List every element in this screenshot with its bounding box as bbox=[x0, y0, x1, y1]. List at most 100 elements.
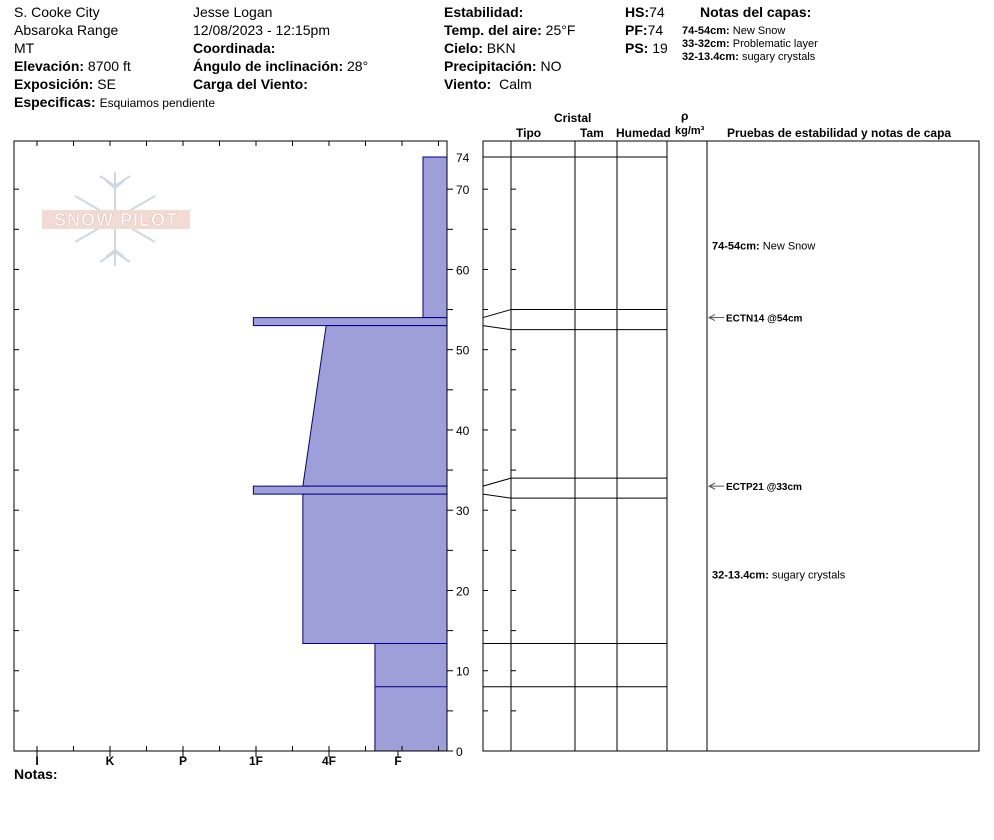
layer-table bbox=[482, 140, 980, 752]
layer-boundary-connector bbox=[482, 493, 512, 499]
depth-tick-label: 10 bbox=[456, 665, 470, 679]
layer-note: 33-32cm: Problematic layer bbox=[682, 38, 818, 51]
specifics-value: Esquiamos pendiente bbox=[99, 96, 216, 110]
hardness-tick-label: P bbox=[179, 754, 187, 768]
hardness-tick-label: K bbox=[106, 754, 115, 768]
depth-tick-label: 50 bbox=[456, 344, 470, 358]
stability-label: Estabilidad: bbox=[444, 4, 524, 20]
depth-tick-label: 70 bbox=[456, 183, 470, 197]
ps-label: PS: bbox=[625, 40, 649, 56]
layer-note: 32-13.4cm: sugary crystals bbox=[682, 51, 815, 64]
crystal-header: Cristal bbox=[554, 111, 592, 125]
specifics-label: Especificas: bbox=[14, 94, 96, 110]
pf: PF:74 bbox=[625, 22, 663, 39]
wind-load-label: Carga del Viento: bbox=[193, 76, 308, 92]
layer-note-text: sugary crystals bbox=[741, 51, 816, 63]
tests-header: Pruebas de estabilidad y notas de capa bbox=[727, 126, 952, 140]
air-temp-label: Temp. del aire: bbox=[444, 22, 542, 38]
hardness-graph-frame: 0 10 20 30 40 50 60 70 74 I K P 1F 4F F bbox=[13, 140, 470, 768]
notes-label: Notas: bbox=[14, 766, 58, 782]
graph-frame bbox=[13, 140, 448, 752]
hardness-layer bbox=[252, 317, 448, 327]
slope-label: Ángulo de inclinación: bbox=[193, 58, 344, 74]
snowpilot-logo: SNOW PILOT bbox=[42, 172, 190, 266]
depth-tick-label: 0 bbox=[456, 745, 463, 759]
wind-value: Calm bbox=[499, 76, 532, 92]
hs-value: 74 bbox=[649, 4, 665, 20]
elevation-value: 8700 ft bbox=[87, 58, 131, 74]
specifics: Especificas: Esquiamos pendiente bbox=[14, 94, 215, 111]
layer-comment: 32-13.4cm: sugary crystals bbox=[712, 569, 846, 581]
ps: PS: 19 bbox=[625, 40, 668, 57]
sky-value: BKN bbox=[486, 40, 516, 56]
hs-label: HS: bbox=[625, 4, 650, 20]
hardness-layer bbox=[422, 156, 448, 319]
hardness-layer bbox=[302, 493, 448, 644]
hardness-tick-label: I bbox=[35, 754, 38, 768]
layer-notes-title: Notas del capas: bbox=[700, 4, 812, 20]
layer-note-range: 74-54cm: bbox=[682, 25, 730, 37]
depth-tick-label: 20 bbox=[456, 584, 470, 598]
moisture-header: Humedad bbox=[616, 126, 671, 140]
state: MT bbox=[14, 40, 35, 56]
layer-note-range: 33-32cm: bbox=[682, 38, 730, 50]
ps-value: 19 bbox=[652, 40, 668, 56]
precip-label: Precipitación: bbox=[444, 58, 537, 74]
layer-note-text: Problematic layer bbox=[732, 38, 818, 50]
precip-value: NO bbox=[540, 58, 562, 74]
stability-annotations: ECTN14 @54cm ECTP21 @33cm 74-54cm: New Sno… bbox=[707, 240, 846, 581]
pf-value: 74 bbox=[647, 22, 664, 38]
hardness-tick-label: 1F bbox=[249, 754, 263, 768]
layer-boundary-connector bbox=[482, 477, 512, 487]
layer-note: 74-54cm: New Snow bbox=[682, 25, 785, 38]
layer-boundary-connector bbox=[482, 325, 512, 331]
wind-label: Viento: bbox=[444, 76, 492, 92]
logo-text: SNOW PILOT bbox=[54, 210, 178, 230]
slope-value: 28° bbox=[347, 58, 369, 74]
aspect-label: Exposición: bbox=[14, 76, 94, 92]
precipitation: Precipitación: NO bbox=[444, 58, 561, 75]
datetime: 12/08/2023 - 12:15pm bbox=[193, 22, 330, 38]
arrow-head-icon bbox=[707, 482, 716, 490]
stability-test-label: ECTP21 @33cm bbox=[726, 482, 802, 493]
wind: Viento: Calm bbox=[444, 76, 532, 93]
hardness-layers bbox=[252, 156, 448, 752]
location: S. Cooke City bbox=[14, 4, 100, 20]
aspect-value: SE bbox=[97, 76, 116, 92]
slope-angle: Ángulo de inclinación: 28° bbox=[193, 58, 368, 75]
hs-tick-label: 74 bbox=[456, 151, 470, 165]
hs: HS:74 bbox=[625, 4, 665, 21]
sky: Cielo: BKN bbox=[444, 40, 516, 57]
air-temp: Temp. del aire: 25°F bbox=[444, 22, 575, 39]
elevation-label: Elevación: bbox=[14, 58, 85, 74]
sky-label: Cielo: bbox=[444, 40, 483, 56]
size-header: Tam bbox=[580, 126, 604, 140]
table-frame bbox=[482, 140, 980, 752]
layer-note-range: 32-13.4cm: bbox=[682, 51, 739, 63]
coordinate-label: Coordinada: bbox=[193, 40, 276, 56]
hardness-tick-label: 4F bbox=[322, 754, 336, 768]
hardness-tick-label: F bbox=[394, 754, 401, 768]
rho-header: ρ bbox=[681, 109, 689, 123]
elevation: Elevación: 8700 ft bbox=[14, 58, 131, 75]
pf-label: PF: bbox=[625, 22, 648, 38]
logo-banner bbox=[42, 210, 190, 229]
layer-boundary-connector bbox=[482, 309, 512, 319]
stability-test-label: ECTN14 @54cm bbox=[726, 314, 803, 325]
mountain-range: Absaroka Range bbox=[14, 22, 119, 38]
hardness-layer bbox=[252, 485, 448, 495]
type-header: Tipo bbox=[516, 126, 542, 140]
depth-tick-label: 30 bbox=[456, 504, 470, 518]
hardness-layer bbox=[302, 325, 448, 487]
layer-note-text: New Snow bbox=[732, 25, 786, 37]
hardness-layer bbox=[374, 642, 448, 752]
arrow-head-icon bbox=[707, 314, 716, 322]
aspect: Exposición: SE bbox=[14, 76, 116, 93]
layer-comment: 74-54cm: New Snow bbox=[712, 240, 815, 252]
depth-tick-label: 40 bbox=[456, 424, 470, 438]
density-unit-header: kg/m³ bbox=[675, 125, 705, 137]
air-temp-value: 25°F bbox=[545, 22, 576, 38]
depth-tick-label: 60 bbox=[456, 263, 470, 277]
observer: Jesse Logan bbox=[193, 4, 273, 20]
